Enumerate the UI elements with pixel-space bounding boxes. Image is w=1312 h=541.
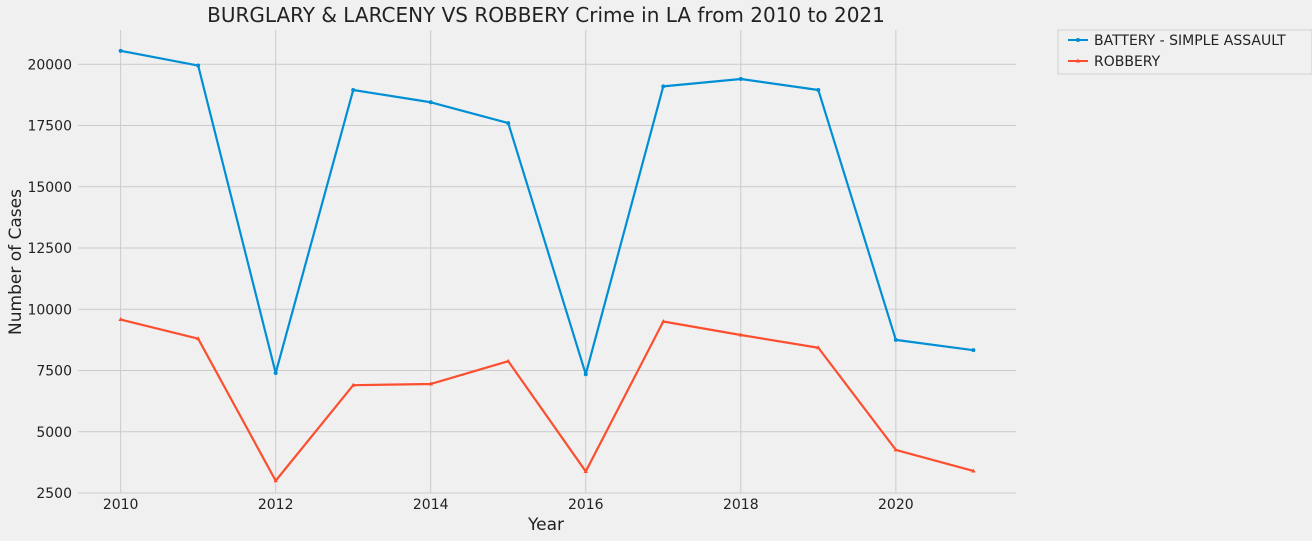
ticks: 2500 5000 7500 10000 12500 15000 17500 20000 201…: [27, 57, 913, 513]
data-point-robbery: [738, 332, 744, 337]
data-point-robbery: [816, 345, 821, 350]
legend: BATTERY - SIMPLE ASSAULT ROBBERY: [1057, 29, 1312, 75]
series-line-battery-simple-assault: [120, 49, 974, 376]
y-tick-label: 2500: [36, 486, 72, 502]
x-axis-title: Year: [527, 515, 564, 535]
data-point-robbery: [428, 381, 433, 386]
data-point-battery-simple-assault: [971, 348, 976, 353]
data-point-battery-simple-assault: [118, 48, 123, 53]
data-point-battery-simple-assault: [816, 88, 821, 93]
data-point-battery-simple-assault: [583, 372, 588, 377]
x-tick-label: 2020: [878, 497, 914, 513]
data-point-robbery: [661, 319, 666, 324]
data-point-battery-simple-assault: [661, 84, 666, 89]
y-tick-label: 15000: [27, 180, 72, 196]
legend-marker-robbery: [1075, 58, 1081, 63]
data-point-battery-simple-assault: [738, 76, 743, 81]
data-point-robbery: [583, 468, 588, 473]
data-point-robbery: [893, 447, 899, 452]
data-point-robbery: [506, 358, 511, 363]
y-tick-label: 20000: [27, 57, 72, 73]
y-tick-label: 10000: [27, 302, 72, 318]
data-point-battery-simple-assault: [273, 370, 278, 375]
data-point-battery-simple-assault: [893, 337, 898, 342]
legend-label-robbery: ROBBERY: [1094, 54, 1161, 70]
legend-box: [1057, 29, 1312, 75]
x-tick-label: 2012: [258, 497, 294, 513]
data-point-battery-simple-assault: [351, 88, 356, 93]
data-point-battery-simple-assault: [196, 63, 201, 68]
x-tick-label: 2016: [568, 497, 604, 513]
data-point-battery-simple-assault: [506, 121, 511, 126]
chart-title: BURGLARY & LARCENY VS ROBBERY Crime in L…: [207, 3, 885, 27]
x-tick-label: 2018: [723, 497, 759, 513]
data-point-robbery: [971, 468, 976, 473]
data-point-robbery: [273, 478, 278, 483]
series-line-robbery: [120, 318, 974, 482]
y-axis-title: Number of Cases: [6, 189, 26, 335]
data-point-battery-simple-assault: [428, 100, 433, 105]
y-tick-label: 5000: [36, 425, 72, 441]
data-point-robbery: [118, 317, 123, 322]
data-point-robbery: [350, 382, 356, 387]
x-tick-label: 2010: [103, 497, 139, 513]
series-layer: [118, 48, 976, 483]
x-tick-label: 2014: [413, 497, 449, 513]
data-point-robbery: [195, 336, 201, 341]
legend-label-battery: BATTERY - SIMPLE ASSAULT: [1094, 33, 1286, 49]
legend-marker-battery: [1076, 38, 1080, 42]
y-tick-label: 12500: [27, 241, 72, 257]
y-tick-label: 7500: [36, 364, 72, 380]
y-tick-label: 17500: [27, 119, 72, 135]
